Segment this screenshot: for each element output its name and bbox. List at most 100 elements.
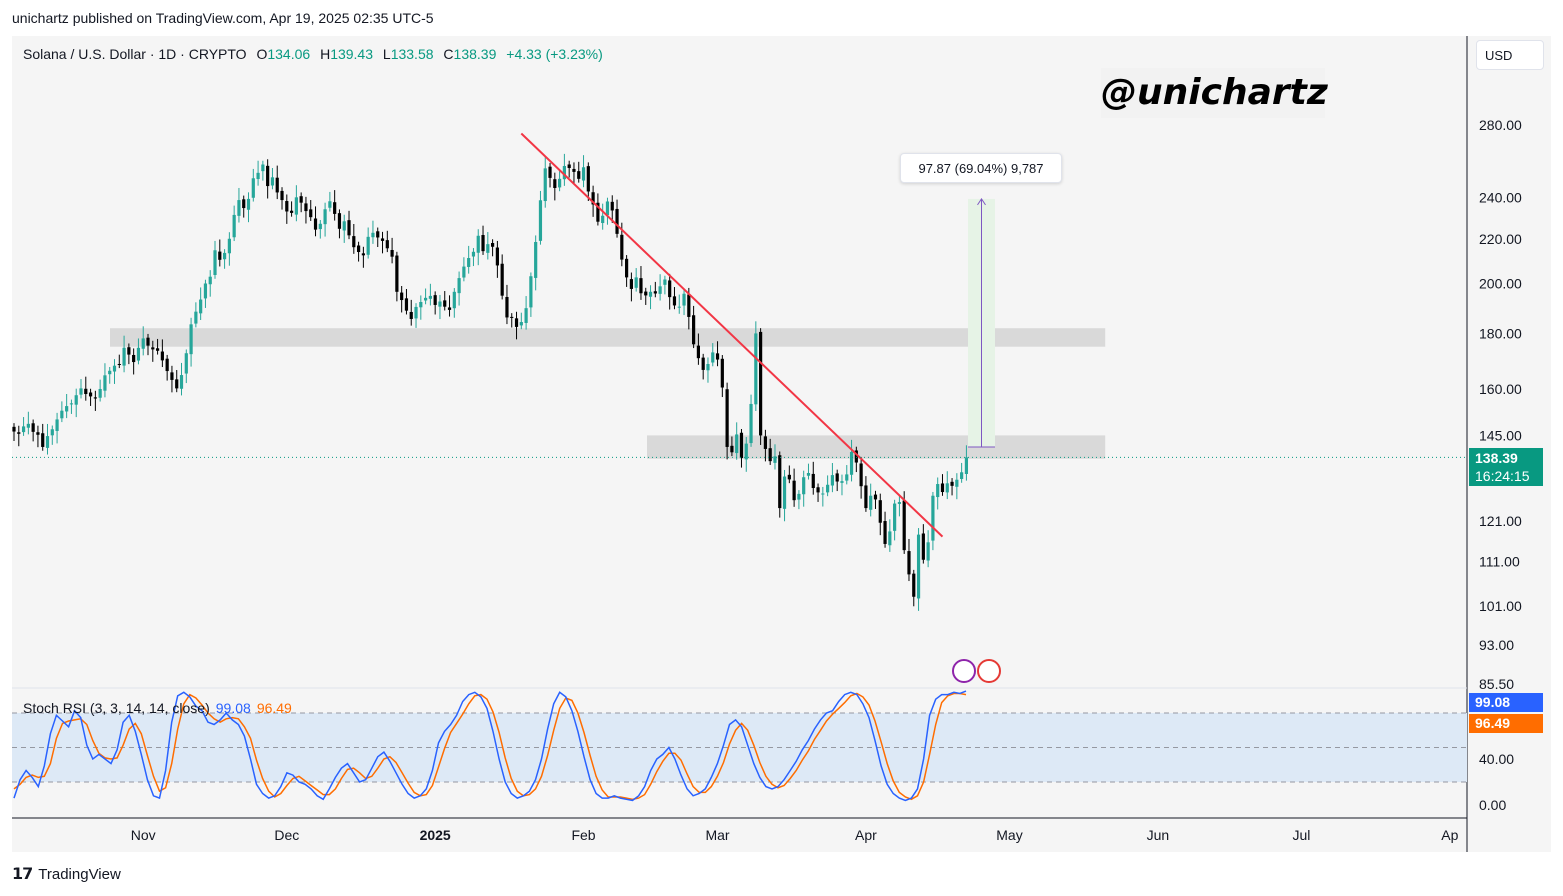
candle-body bbox=[376, 231, 380, 238]
candle-body bbox=[84, 388, 88, 395]
candle-body bbox=[620, 234, 624, 260]
candle-body bbox=[912, 573, 916, 597]
candle-body bbox=[41, 433, 45, 447]
candle-body bbox=[773, 456, 777, 463]
price-tick-label: 121.00 bbox=[1479, 513, 1522, 529]
candle-body bbox=[428, 295, 432, 299]
candle-body bbox=[395, 255, 399, 292]
candle-body bbox=[797, 493, 801, 500]
footer-brand[interactable]: 𝟭𝟳 TradingView bbox=[12, 864, 121, 884]
open-label: O bbox=[256, 46, 268, 62]
time-tick-label: Dec bbox=[274, 827, 299, 843]
candle-body bbox=[672, 296, 677, 306]
candle-body bbox=[883, 521, 887, 544]
candle-body bbox=[720, 358, 724, 388]
candle-body bbox=[299, 196, 303, 203]
candle-body bbox=[452, 291, 456, 309]
time-tick-label: Ap bbox=[1441, 827, 1458, 843]
candle-body bbox=[371, 232, 375, 238]
candle-body bbox=[289, 210, 294, 213]
candle-body bbox=[706, 364, 710, 371]
candle-body bbox=[931, 495, 935, 541]
time-tick-label: Jun bbox=[1147, 827, 1170, 843]
time-tick-label: May bbox=[996, 827, 1022, 843]
candle-body bbox=[763, 436, 768, 449]
price-tick-label: 160.00 bbox=[1479, 381, 1522, 397]
candle-body bbox=[826, 484, 830, 493]
flag-badge-icon bbox=[977, 659, 1001, 683]
candle-body bbox=[964, 457, 969, 474]
candle-body bbox=[438, 301, 442, 307]
candle-body bbox=[491, 243, 495, 247]
candle-body bbox=[409, 311, 413, 319]
candle-body bbox=[840, 481, 844, 483]
time-axis: Nov Dec 2025 Feb Mar Apr May Jun Jul Ap bbox=[12, 817, 1467, 843]
candle-body bbox=[93, 397, 97, 399]
candle-body bbox=[677, 306, 681, 308]
high-value: 139.43 bbox=[330, 46, 374, 62]
stoch-rsi-legend: Stoch RSI (3, 3, 14, 14, close) 99.08 96.4… bbox=[23, 700, 292, 716]
candle-body bbox=[639, 278, 643, 294]
candle-body bbox=[165, 358, 169, 372]
candle-body bbox=[955, 479, 959, 487]
candle-body bbox=[873, 494, 878, 500]
candle-body bbox=[696, 345, 700, 359]
descending-trendline bbox=[520, 132, 944, 538]
candle-body bbox=[26, 423, 30, 428]
candle-body bbox=[567, 164, 571, 169]
candle-body bbox=[735, 434, 739, 454]
candle-body bbox=[251, 178, 255, 198]
candle-body bbox=[945, 483, 949, 493]
candle-body bbox=[50, 429, 54, 436]
candle-body bbox=[60, 410, 64, 419]
candle-body bbox=[687, 294, 691, 317]
candle-body bbox=[36, 432, 40, 435]
currency-button[interactable]: USD bbox=[1476, 40, 1544, 70]
candle-body bbox=[189, 324, 193, 355]
candle-body bbox=[572, 168, 576, 172]
candle-body bbox=[127, 347, 131, 355]
stoch-d-tag: 96.49 bbox=[1469, 714, 1543, 733]
price-tick-label: 200.00 bbox=[1479, 276, 1522, 292]
candle-body bbox=[98, 388, 102, 398]
price-tick-label: 101.00 bbox=[1479, 598, 1522, 614]
candle-body bbox=[562, 165, 566, 180]
candle-body bbox=[634, 277, 638, 288]
candle-body bbox=[112, 365, 117, 372]
support-zone bbox=[647, 435, 1106, 459]
stoch-k-line bbox=[13, 690, 967, 802]
close-value: 138.39 bbox=[453, 46, 497, 62]
stoch-k-tag: 99.08 bbox=[1469, 693, 1543, 712]
candle-body bbox=[653, 291, 657, 294]
candle-body bbox=[146, 337, 150, 346]
candle-body bbox=[787, 474, 791, 480]
candle-body bbox=[816, 487, 820, 493]
price-tick-label: 145.00 bbox=[1479, 427, 1522, 443]
time-tick-label: Apr bbox=[855, 827, 877, 843]
candle-body bbox=[725, 389, 729, 447]
candle-body bbox=[558, 178, 562, 188]
candle-body bbox=[443, 300, 447, 307]
candle-body bbox=[510, 316, 514, 318]
stoch-k-value: 99.08 bbox=[215, 700, 251, 716]
candle-body bbox=[423, 297, 428, 301]
candles-group bbox=[12, 153, 969, 611]
candle-body bbox=[739, 432, 744, 459]
candle-body bbox=[940, 483, 945, 493]
candle-body bbox=[194, 311, 198, 324]
candle-body bbox=[337, 213, 342, 229]
tradingview-logo-icon: 𝟭𝟳 bbox=[12, 866, 33, 883]
candle-body bbox=[227, 238, 231, 254]
candle-body bbox=[658, 286, 662, 294]
time-tick-label: Nov bbox=[131, 827, 156, 843]
candle-body bbox=[505, 296, 509, 318]
candle-body bbox=[821, 493, 825, 495]
candle-body bbox=[888, 531, 892, 546]
candle-body bbox=[744, 443, 748, 460]
candle-body bbox=[921, 533, 925, 560]
candle-body bbox=[256, 172, 260, 180]
candle-body bbox=[605, 201, 610, 216]
candle-body bbox=[175, 379, 179, 389]
candle-body bbox=[122, 347, 126, 366]
